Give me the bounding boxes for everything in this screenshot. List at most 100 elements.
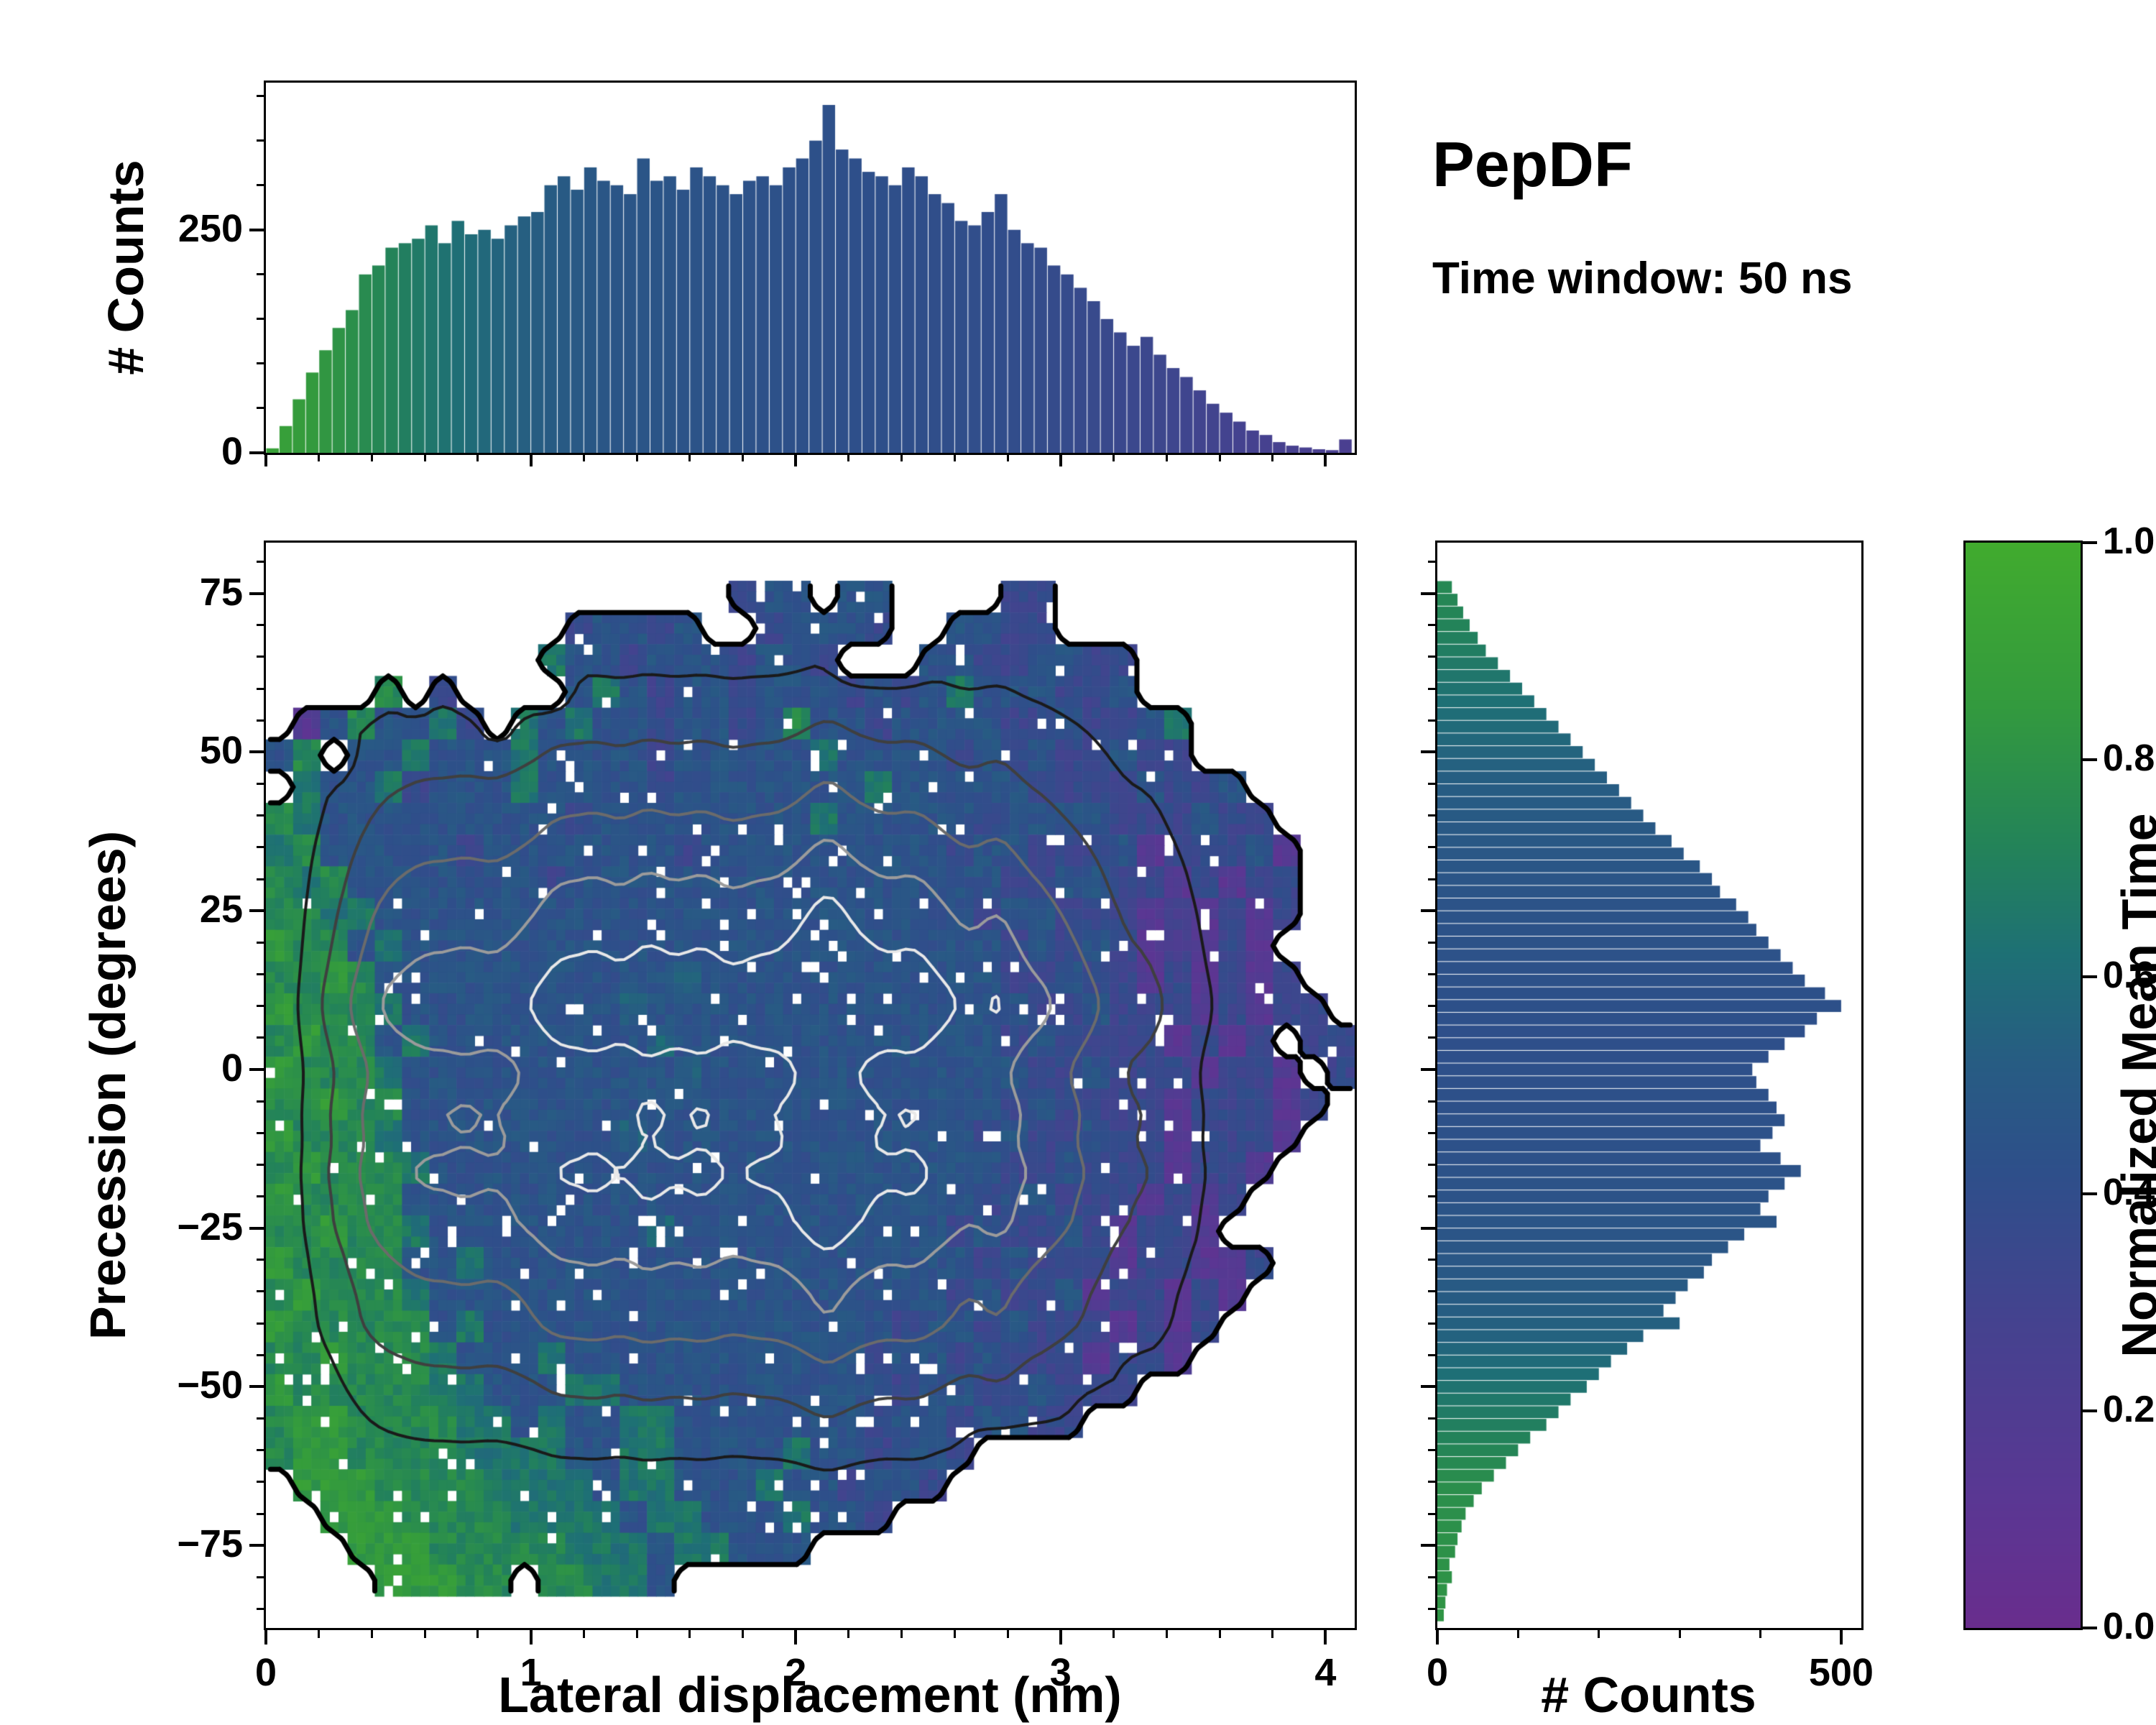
plot-subtitle: Time window: 50 ns bbox=[1432, 254, 1853, 303]
tick-mark bbox=[264, 455, 267, 466]
tick-mark bbox=[2083, 975, 2097, 978]
tick-mark bbox=[688, 1630, 691, 1638]
tick-mark bbox=[1324, 455, 1327, 466]
tick-mark bbox=[1428, 783, 1435, 786]
tick-mark bbox=[1428, 878, 1435, 880]
tick-mark bbox=[257, 1195, 264, 1198]
tick-mark bbox=[257, 878, 264, 880]
right-hist-xlabel: # Counts bbox=[1541, 1667, 1756, 1723]
tick-mark bbox=[257, 783, 264, 786]
tick-mark bbox=[1428, 1512, 1435, 1515]
tick-mark bbox=[1421, 909, 1435, 913]
tick-mark bbox=[2083, 1192, 2097, 1195]
tick-label: 0.6 bbox=[2103, 954, 2155, 996]
tick-mark bbox=[370, 1630, 373, 1638]
tick-mark bbox=[257, 1131, 264, 1134]
tick-label: 25 bbox=[199, 888, 243, 932]
tick-mark bbox=[257, 1417, 264, 1420]
tick-mark bbox=[582, 1630, 585, 1638]
tick-mark bbox=[257, 719, 264, 722]
tick-mark bbox=[257, 1290, 264, 1293]
tick-mark bbox=[1428, 1353, 1435, 1356]
tick-mark bbox=[249, 1385, 264, 1389]
tick-mark bbox=[257, 318, 264, 321]
tick-mark bbox=[1428, 941, 1435, 944]
tick-mark bbox=[1428, 972, 1435, 975]
tick-mark bbox=[257, 560, 264, 563]
tick-mark bbox=[249, 1226, 264, 1230]
colorbar-canvas bbox=[1966, 543, 2081, 1628]
tick-mark bbox=[257, 362, 264, 365]
tick-mark bbox=[476, 1630, 479, 1638]
tick-mark bbox=[257, 1163, 264, 1166]
tick-mark bbox=[742, 455, 744, 461]
tick-label: 0.4 bbox=[2103, 1172, 2155, 1213]
tick-mark bbox=[2083, 1627, 2097, 1629]
tick-mark bbox=[1839, 1630, 1843, 1644]
tick-label: 500 bbox=[1808, 1651, 1874, 1694]
tick-mark bbox=[257, 1100, 264, 1103]
tick-mark bbox=[1678, 1630, 1681, 1638]
tick-mark bbox=[257, 687, 264, 690]
tick-label: 0 bbox=[1426, 1651, 1449, 1694]
tick-mark bbox=[257, 1481, 264, 1484]
tick-mark bbox=[1428, 1131, 1435, 1134]
tick-mark bbox=[529, 455, 533, 466]
tick-mark bbox=[257, 972, 264, 975]
tick-mark bbox=[257, 1576, 264, 1578]
tick-mark bbox=[2083, 541, 2097, 544]
tick-mark bbox=[1428, 1259, 1435, 1261]
tick-mark bbox=[1421, 750, 1435, 754]
tick-label: 75 bbox=[199, 570, 243, 614]
tick-mark bbox=[257, 407, 264, 410]
top-histogram-canvas bbox=[266, 83, 1355, 453]
tick-label: 50 bbox=[199, 729, 243, 773]
tick-mark bbox=[1165, 455, 1168, 461]
tick-mark bbox=[1428, 1417, 1435, 1420]
tick-mark bbox=[1059, 455, 1062, 466]
tick-mark bbox=[257, 814, 264, 817]
tick-mark bbox=[742, 1630, 744, 1638]
tick-mark bbox=[370, 455, 373, 461]
main-xlabel: Lateral displacement (nm) bbox=[498, 1667, 1122, 1723]
tick-mark bbox=[1324, 1630, 1327, 1644]
tick-mark bbox=[1428, 1036, 1435, 1039]
tick-mark bbox=[900, 1630, 903, 1638]
tick-mark bbox=[249, 750, 264, 754]
tick-label: 0 bbox=[221, 430, 243, 473]
tick-mark bbox=[249, 592, 264, 595]
tick-mark bbox=[1006, 1630, 1009, 1638]
tick-mark bbox=[249, 1544, 264, 1547]
tick-label: 0 bbox=[221, 1046, 243, 1090]
tick-mark bbox=[257, 1259, 264, 1261]
tick-mark bbox=[257, 273, 264, 276]
tick-mark bbox=[257, 1322, 264, 1325]
tick-mark bbox=[249, 909, 264, 913]
tick-mark bbox=[1112, 1630, 1115, 1638]
tick-mark bbox=[1421, 592, 1435, 595]
tick-mark bbox=[953, 455, 956, 461]
tick-mark bbox=[1428, 846, 1435, 849]
tick-mark bbox=[257, 941, 264, 944]
tick-mark bbox=[423, 1630, 426, 1638]
tick-mark bbox=[529, 1630, 533, 1644]
tick-label: 1.0 bbox=[2103, 520, 2155, 562]
tick-mark bbox=[257, 1608, 264, 1610]
tick-mark bbox=[257, 1005, 264, 1008]
tick-mark bbox=[635, 1630, 638, 1638]
main-heatmap-frame bbox=[264, 540, 1357, 1630]
tick-mark bbox=[1428, 719, 1435, 722]
tick-label: 0 bbox=[254, 1651, 277, 1694]
tick-mark bbox=[1428, 1322, 1435, 1325]
colorbar-frame bbox=[1963, 540, 2083, 1630]
right-histogram-frame bbox=[1435, 540, 1864, 1630]
tick-mark bbox=[257, 1353, 264, 1356]
tick-mark bbox=[257, 1512, 264, 1515]
tick-mark bbox=[257, 846, 264, 849]
tick-mark bbox=[1421, 1226, 1435, 1230]
tick-label: 0.0 bbox=[2103, 1606, 2155, 1647]
tick-label: 3 bbox=[1049, 1651, 1072, 1694]
right-histogram-canvas bbox=[1437, 543, 1861, 1628]
tick-mark bbox=[1428, 560, 1435, 563]
tick-mark bbox=[1428, 1481, 1435, 1484]
